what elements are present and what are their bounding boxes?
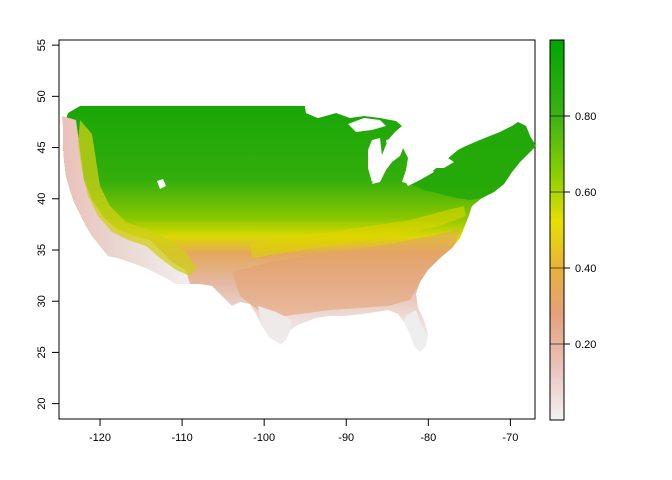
- y-tick-label: 25: [36, 346, 48, 358]
- legend-color-bar: [549, 39, 565, 421]
- south-texas-region: [258, 306, 292, 344]
- lake-erie: [404, 168, 434, 186]
- northeast-region: [410, 122, 536, 200]
- legend-tick-label: 0.20: [575, 339, 596, 351]
- x-axis: -120 -110 -100 -90 -80 -70: [89, 418, 518, 444]
- legend-tick-label: 0.60: [575, 187, 596, 199]
- x-tick-label: -100: [253, 432, 275, 444]
- y-tick-label: 45: [36, 141, 48, 153]
- raster-map: [62, 106, 536, 352]
- x-tick-label: -110: [172, 432, 193, 444]
- midlatitude-yellow-band: [250, 206, 466, 258]
- color-legend: 0.20 0.40 0.60 0.80: [549, 39, 596, 421]
- lake-huron: [386, 138, 404, 162]
- northern-border-notch: [305, 106, 336, 118]
- x-tick-label: -70: [502, 432, 518, 444]
- x-tick-label: -80: [420, 432, 436, 444]
- great-salt-lake: [157, 179, 166, 189]
- legend-tick-label: 0.40: [575, 263, 596, 275]
- y-tick-label: 30: [36, 295, 48, 307]
- lake-superior: [348, 118, 386, 132]
- x-tick-label: -120: [89, 432, 111, 444]
- lake-michigan: [368, 138, 382, 182]
- x-tick-label: -90: [338, 432, 354, 444]
- us-land-area: [63, 106, 536, 352]
- y-tick-label: 35: [36, 244, 48, 256]
- legend-tick-label: 0.80: [575, 111, 596, 123]
- y-tick-label: 55: [36, 39, 48, 51]
- y-tick-label: 50: [36, 90, 48, 102]
- west-transition-band: [78, 120, 196, 276]
- southeast-orange-region: [232, 230, 460, 318]
- y-tick-label: 40: [36, 193, 48, 205]
- y-tick-label: 20: [36, 398, 48, 410]
- lake-ontario: [436, 158, 454, 168]
- florida-region: [404, 310, 426, 352]
- y-axis: 20 25 30 35 40 45 50 55: [36, 39, 60, 410]
